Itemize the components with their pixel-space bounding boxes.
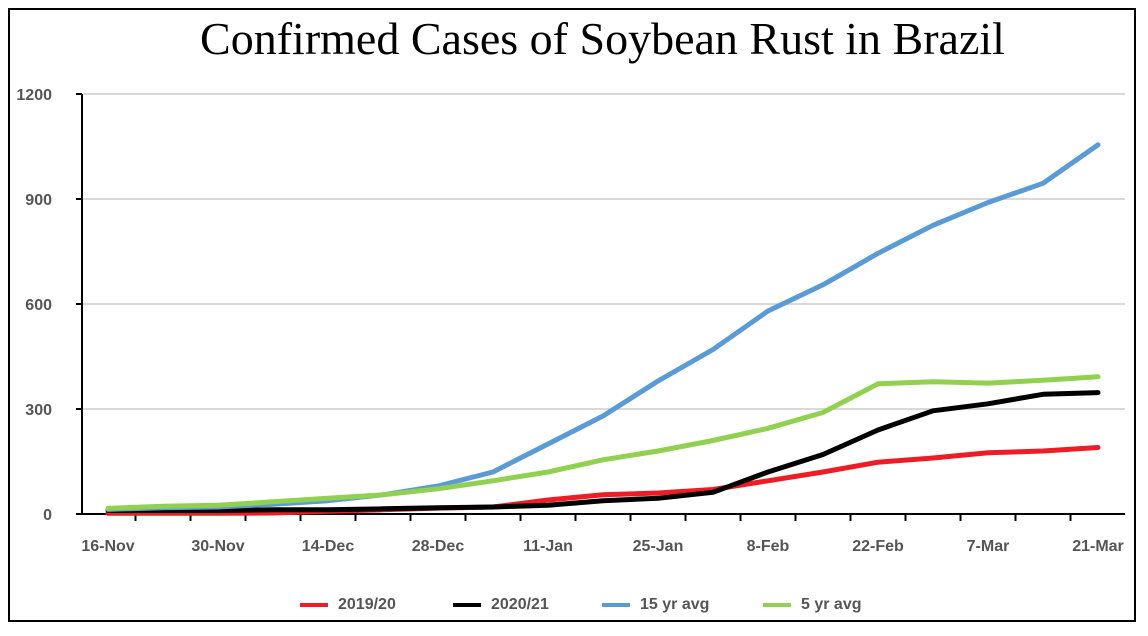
series-lines [105,142,1101,516]
series-line-2020-21 [105,390,1101,513]
legend-label: 15 yr avg [640,596,710,613]
legend: 2019/20 2020/21 15 yr avg 5 yr avg [0,594,1148,616]
x-tick-label: 30-Nov [191,538,244,555]
x-tick-label: 16-Nov [81,538,134,555]
x-tick-label: 7-Mar [967,538,1010,555]
legend-item: 2020/21 [453,594,549,616]
legend-swatch [602,603,630,607]
x-tick-label: 21-Mar [1072,538,1124,555]
legend-item: 2019/20 [300,594,396,616]
y-tick-label: 300 [25,402,52,419]
x-tick-label: 11-Jan [523,538,573,555]
legend-item: 15 yr avg [602,594,709,616]
series-line-2019-20 [105,445,1101,516]
y-tick-label: 900 [25,192,52,209]
gridlines [82,93,1125,410]
legend-label: 2019/20 [338,596,396,613]
x-tick-label: 25-Jan [633,538,684,555]
legend-label: 2020/21 [491,596,549,613]
legend-swatch [453,603,481,607]
x-tick-label: 14-Dec [302,538,355,555]
legend-item: 5 yr avg [763,594,861,616]
series-line-5-yr-avg [105,374,1101,511]
x-tick-label: 8-Feb [747,538,790,555]
axes: 0 300 600 900 1200 16-Nov 30-Nov 14-Dec 28-Dec 11… [16,87,1125,555]
chart-title: Confirmed Cases of Soybean Rust in Brazi… [200,13,1005,64]
legend-swatch [300,603,328,607]
y-tick-label: 0 [43,507,52,524]
chart-frame [8,8,1136,622]
x-tick-label: 28-Dec [412,538,465,555]
y-tick-label: 600 [25,297,52,314]
y-tick-label: 1200 [16,87,52,104]
x-tick-label: 22-Feb [852,538,904,555]
legend-label: 5 yr avg [801,596,862,613]
legend-swatch [763,603,791,607]
